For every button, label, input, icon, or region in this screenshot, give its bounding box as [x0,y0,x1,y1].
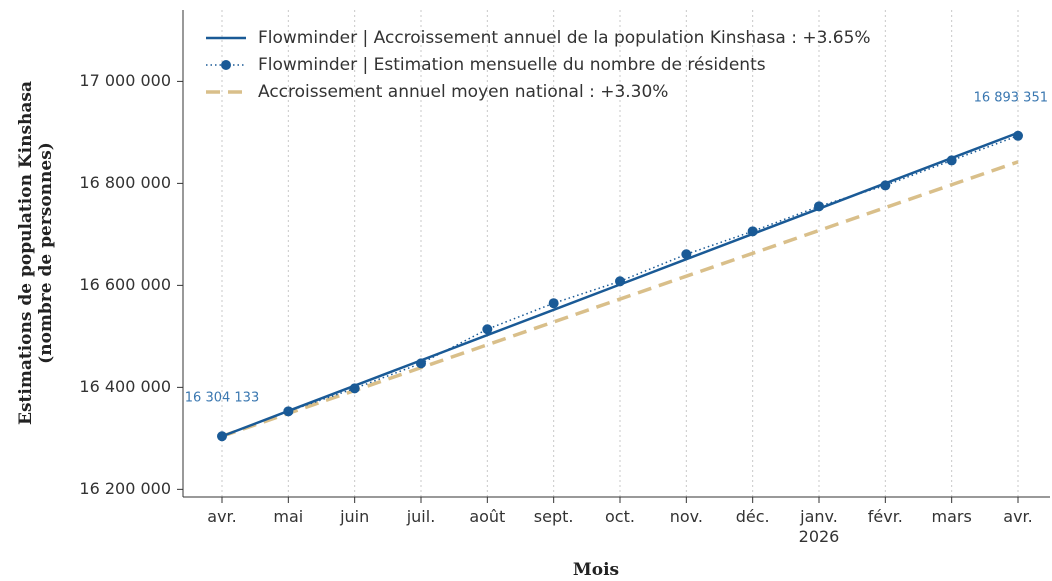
x-tick-label: déc. [735,507,770,526]
point [416,358,426,369]
x-tick-label: oct. [605,507,635,526]
legend-label: Flowminder | Estimation mensuelle du nom… [258,55,766,75]
point [814,201,824,212]
x-tick-label: juil. [406,507,436,526]
point [548,298,559,309]
x-tick-label: janv. 2026 [798,507,840,546]
y-tick-label: 16 400 000 [79,377,171,396]
point [349,383,360,394]
data-label: 16 304 133 [185,391,259,406]
x-tick-label: août [469,507,506,526]
y-tick-label: 16 600 000 [79,275,171,294]
point [283,406,294,417]
x-tick-label: avr. [1003,507,1033,526]
data-label: 16 893 351 [974,90,1048,105]
x-tick-label: mars [931,507,972,526]
x-tick-label: juin [340,507,370,526]
point [482,324,493,335]
legend-label: Flowminder | Accroissement annuel de la … [258,28,871,48]
point [946,155,957,166]
point [1013,130,1023,141]
y-axis-title: Estimations de population Kinshasa (nomb… [16,81,56,425]
x-tick-label: avr. [207,507,237,526]
legend-label: Accroissement annuel moyen national : +3… [258,82,668,102]
x-tick-label: mai [273,507,304,526]
legend-marker [221,60,231,70]
y-tick-label: 17 000 000 [79,71,171,90]
x-tick-label: sept. [533,507,574,526]
point [217,431,227,442]
x-tick-label: févr. [867,507,903,526]
y-tick-label: 16 200 000 [79,479,171,498]
point [615,276,625,287]
point [681,249,692,260]
x-axis-title: Mois [572,560,620,580]
x-tick-label: nov. [669,507,703,526]
y-tick-label: 16 800 000 [79,173,171,192]
point [747,226,758,237]
point [880,180,891,191]
